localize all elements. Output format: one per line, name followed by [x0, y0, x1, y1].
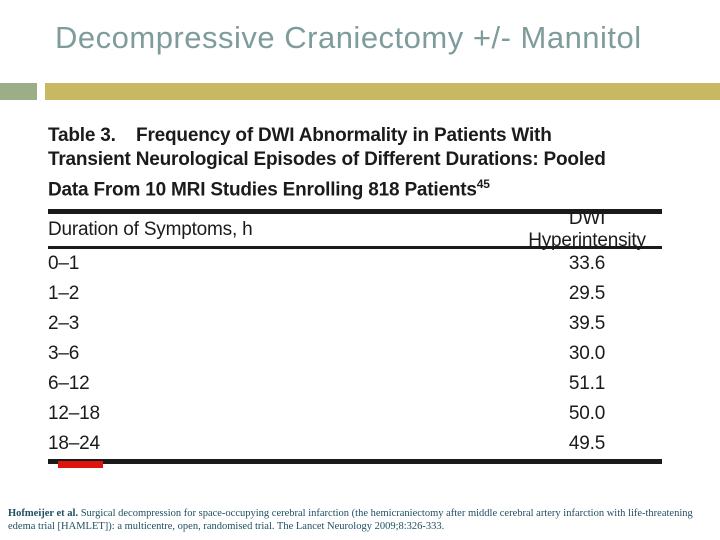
- table-header-row: Duration of Symptoms, h DWI Hyperintensi…: [48, 208, 662, 251]
- accent-square: [0, 83, 37, 100]
- duration-cell: 2–3: [48, 313, 80, 335]
- accent-bar: [45, 83, 720, 100]
- table-row: 6–12 51.1: [48, 369, 662, 399]
- table-caption-line-3-text: Data From 10 MRI Studies Enrolling 818 P…: [48, 179, 477, 201]
- table-header-rule: [48, 246, 662, 250]
- duration-cell: 12–18: [48, 403, 100, 425]
- table-row: 12–18 50.0: [48, 399, 662, 429]
- table-caption-line-2: Transient Neurological Episodes of Diffe…: [48, 149, 606, 170]
- table-row: 2–3 39.5: [48, 309, 662, 339]
- duration-cell: 0–1: [48, 253, 80, 275]
- column-header-dwi-hyperintensity: DWI Hyperintensity: [528, 208, 646, 252]
- value-cell: 30.0: [568, 343, 606, 365]
- slide-title: Decompressive Craniectomy +/- Mannitol: [55, 20, 642, 55]
- value-cell: 51.1: [568, 373, 606, 395]
- citation-text: Surgical decompression for space-occupyi…: [8, 508, 693, 532]
- value-cell: 29.5: [568, 283, 606, 305]
- table-caption: Table 3. Frequency of DWI Abnormality in…: [48, 124, 662, 202]
- duration-cell: 3–6: [48, 343, 80, 365]
- table-caption-line-1: Table 3. Frequency of DWI Abnormality in…: [48, 125, 552, 146]
- table-bottom-rule: [48, 459, 662, 465]
- table-row: 1–2 29.5: [48, 279, 662, 309]
- duration-cell: 1–2: [48, 283, 80, 305]
- table-row: 0–1 33.6: [48, 249, 662, 279]
- column-header-duration: Duration of Symptoms, h: [48, 219, 253, 241]
- citation: Hofmeijer et al. Surgical decompression …: [8, 508, 716, 533]
- table-caption-line-3: Data From 10 MRI Studies Enrolling 818 P…: [48, 172, 662, 202]
- red-highlight-mark: [58, 461, 103, 468]
- table-row: 3–6 30.0: [48, 339, 662, 369]
- table-top-rule: [48, 209, 662, 215]
- value-cell: 50.0: [568, 403, 606, 425]
- table-row: 18–24 49.5: [48, 429, 662, 459]
- value-cell: 49.5: [568, 433, 606, 455]
- value-cell: 33.6: [568, 253, 606, 275]
- duration-cell: 18–24: [48, 433, 100, 455]
- citation-authors: Hofmeijer et al.: [8, 508, 79, 519]
- caption-reference-superscript: 45: [476, 177, 490, 191]
- duration-cell: 6–12: [48, 373, 90, 395]
- value-cell: 39.5: [568, 313, 606, 335]
- table-figure: Table 3. Frequency of DWI Abnormality in…: [48, 124, 662, 465]
